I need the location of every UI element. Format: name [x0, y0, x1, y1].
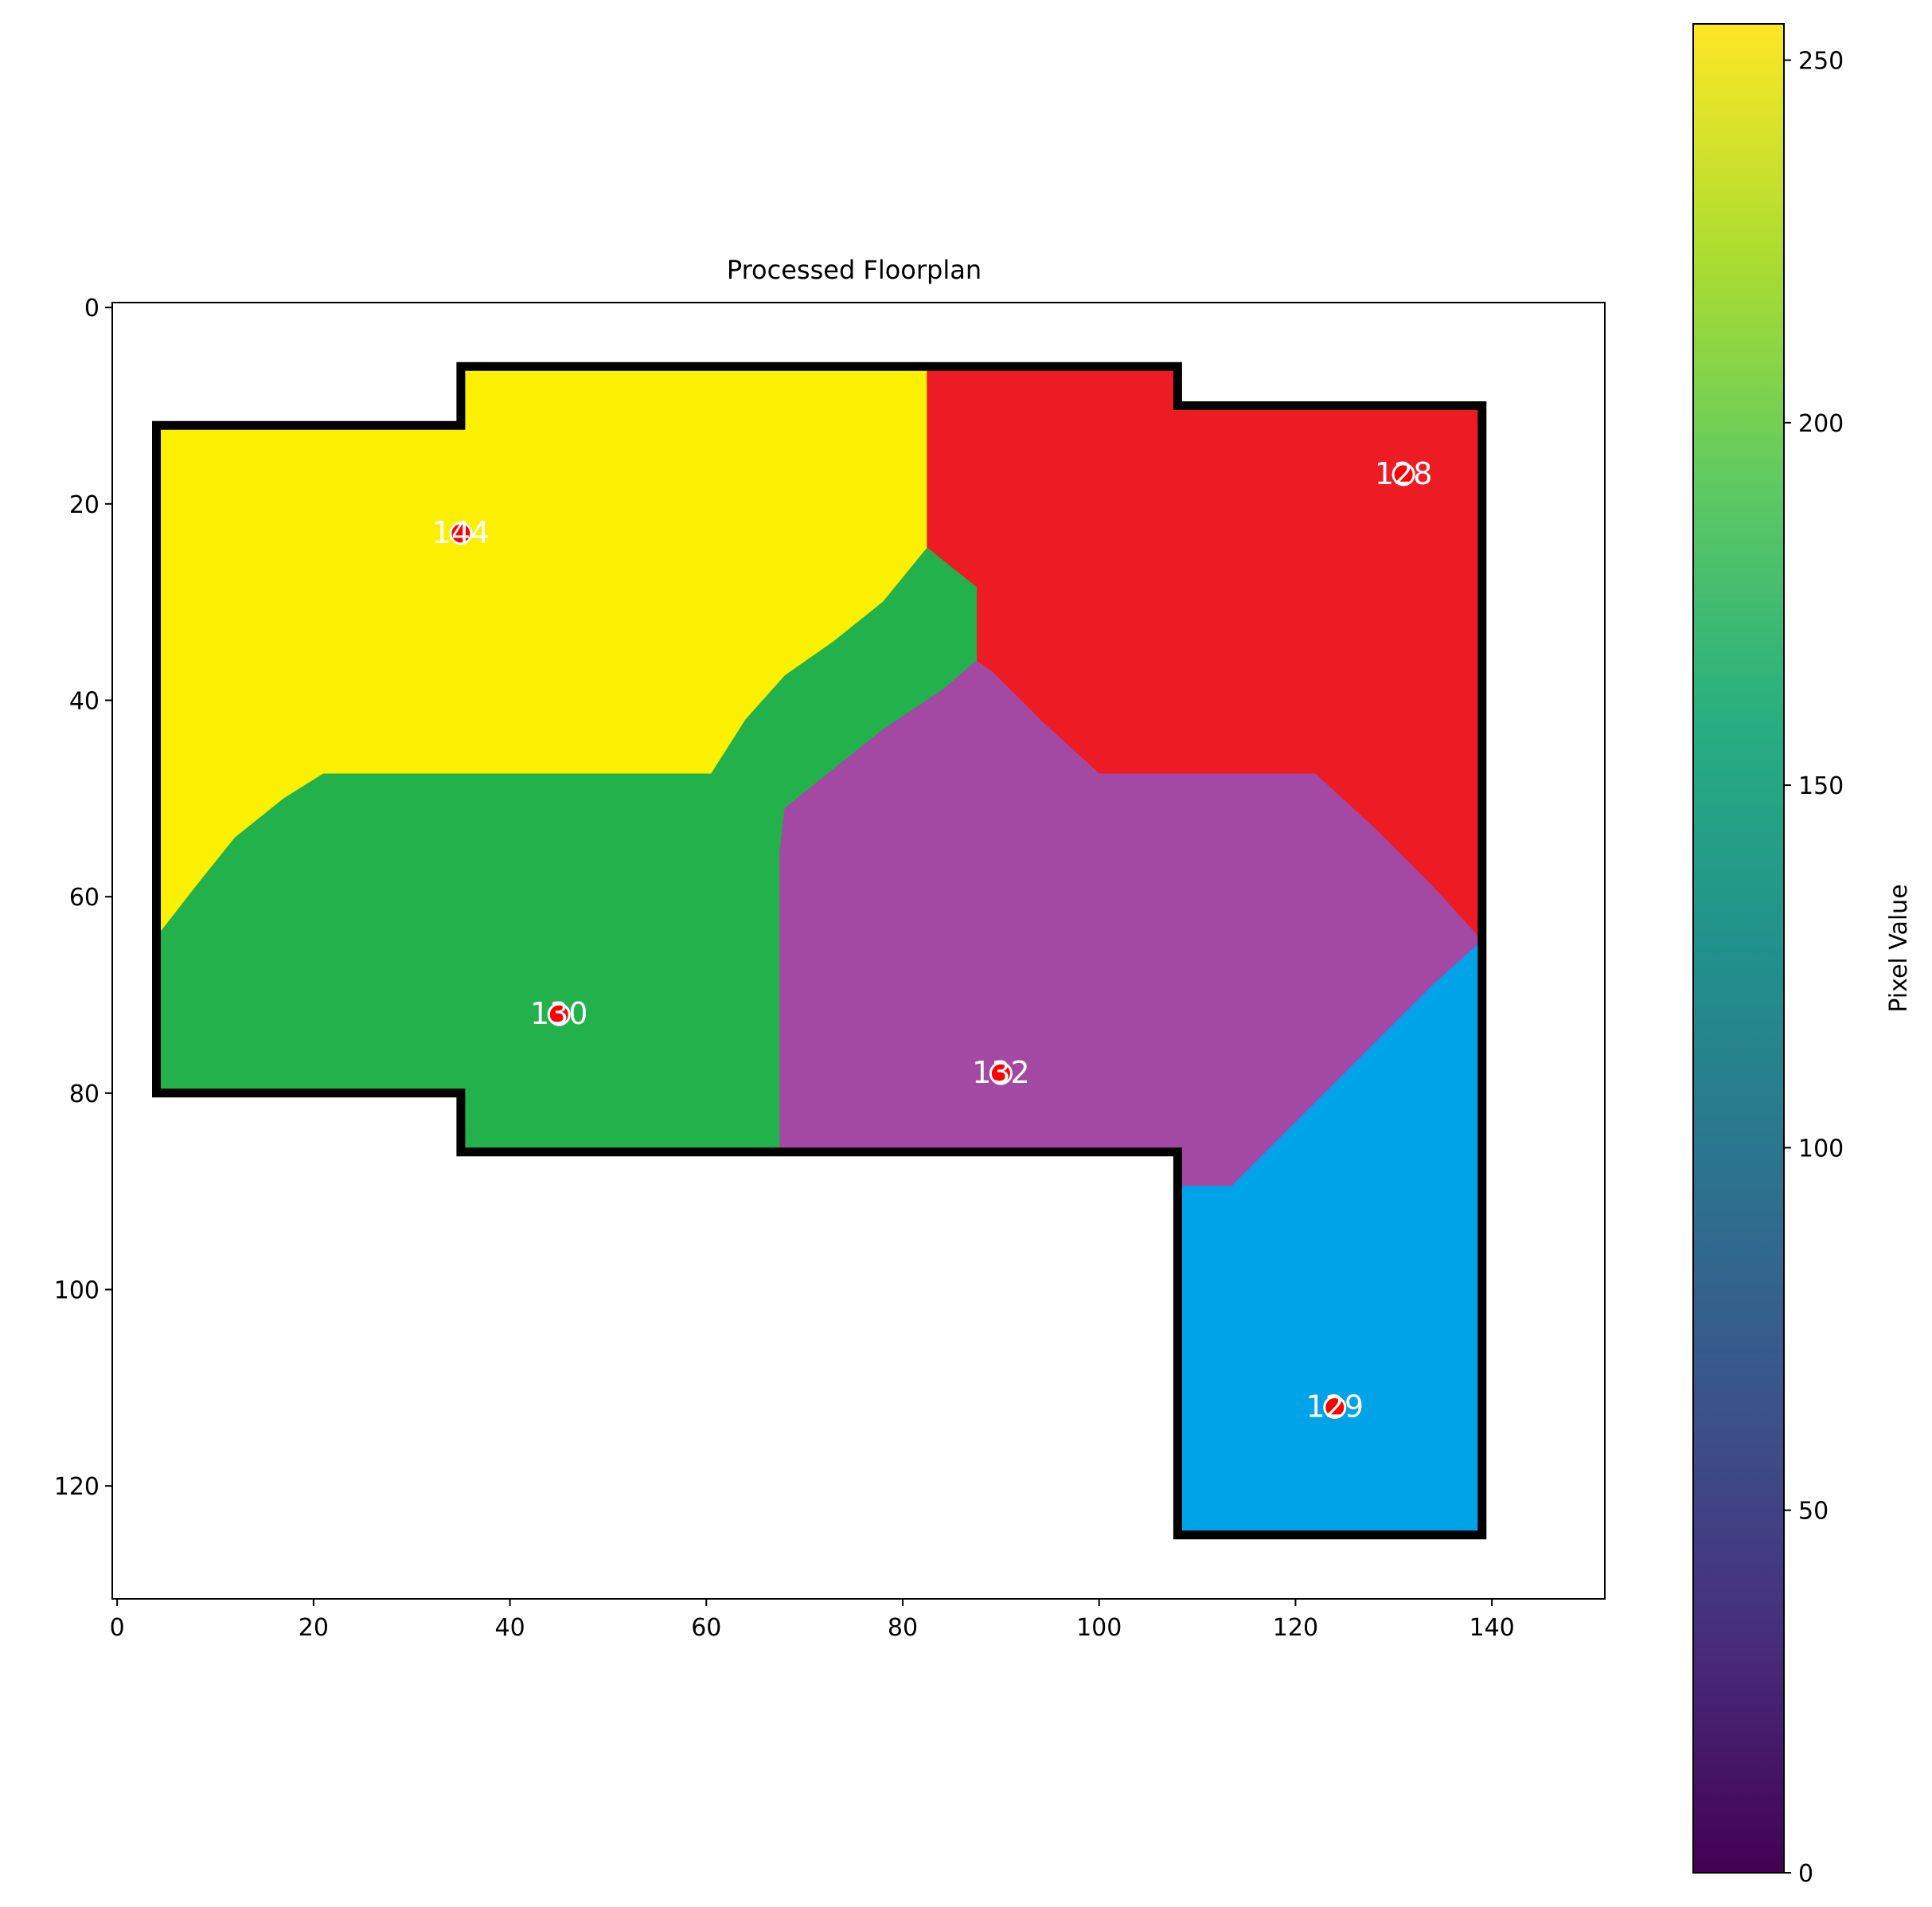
room-label-130: 130	[530, 996, 588, 1031]
y-tick-label: 60	[69, 884, 100, 912]
colorbar-tick-label: 150	[1798, 772, 1844, 800]
y-tick-label: 120	[54, 1473, 100, 1501]
rooms-layer	[156, 365, 1483, 1536]
plot-frame	[111, 302, 1606, 1600]
colorbar-tick-label: 0	[1798, 1860, 1813, 1888]
y-tick-label: 80	[69, 1081, 100, 1108]
x-tick-label: 140	[1469, 1614, 1515, 1642]
y-tick-label: 100	[54, 1277, 100, 1305]
colorbar-gradient	[1692, 23, 1785, 1874]
x-tick-label: 0	[110, 1614, 125, 1642]
x-tick-label: 100	[1076, 1614, 1122, 1642]
room-center-marker-128	[1391, 463, 1415, 487]
y-tick-label: 20	[69, 491, 100, 519]
chart-title: Processed Floorplan	[727, 255, 982, 285]
colorbar-tick-label: 250	[1798, 48, 1844, 76]
outline-layer	[152, 361, 1487, 1540]
colorbar: 0 50 100 150 200 250 Pixel Value	[1692, 23, 1913, 1888]
room-label-132: 132	[972, 1055, 1030, 1090]
colorbar-tick-label: 100	[1798, 1135, 1844, 1163]
colorbar-label: Pixel Value	[1885, 884, 1913, 1012]
x-tick-label: 40	[494, 1614, 525, 1642]
room-center-marker-129	[1323, 1396, 1347, 1419]
room-markers: 144 128 130 132 129	[432, 456, 1433, 1424]
x-axis-ticks: 0 20 40 60 80 100 120 140	[110, 1599, 1515, 1642]
room-center-marker-132	[989, 1061, 1013, 1085]
colorbar-tick-label: 50	[1798, 1498, 1829, 1526]
colorbar-ticks: 0 50 100 150 200 250	[1784, 48, 1844, 1888]
room-label-144: 144	[432, 515, 490, 550]
room-center-marker-144	[449, 522, 473, 545]
room-center-marker-130	[547, 1002, 571, 1026]
room-label-129: 129	[1306, 1389, 1364, 1424]
x-tick-label: 120	[1273, 1614, 1318, 1642]
y-tick-label: 0	[84, 295, 100, 322]
y-axis-ticks: 0 20 40 60 80 100 120	[54, 295, 112, 1501]
room-label-128: 128	[1375, 456, 1433, 491]
x-tick-label: 60	[691, 1614, 721, 1642]
floorplan-outline	[152, 361, 1487, 1540]
x-tick-label: 80	[888, 1614, 918, 1642]
y-tick-label: 40	[69, 688, 100, 716]
colorbar-tick-label: 200	[1798, 410, 1844, 438]
main-axes: 144 128 130 132 129 0 20 40 60 80 100 120 140 0 20 40…	[54, 295, 1606, 1642]
x-tick-label: 20	[299, 1614, 329, 1642]
